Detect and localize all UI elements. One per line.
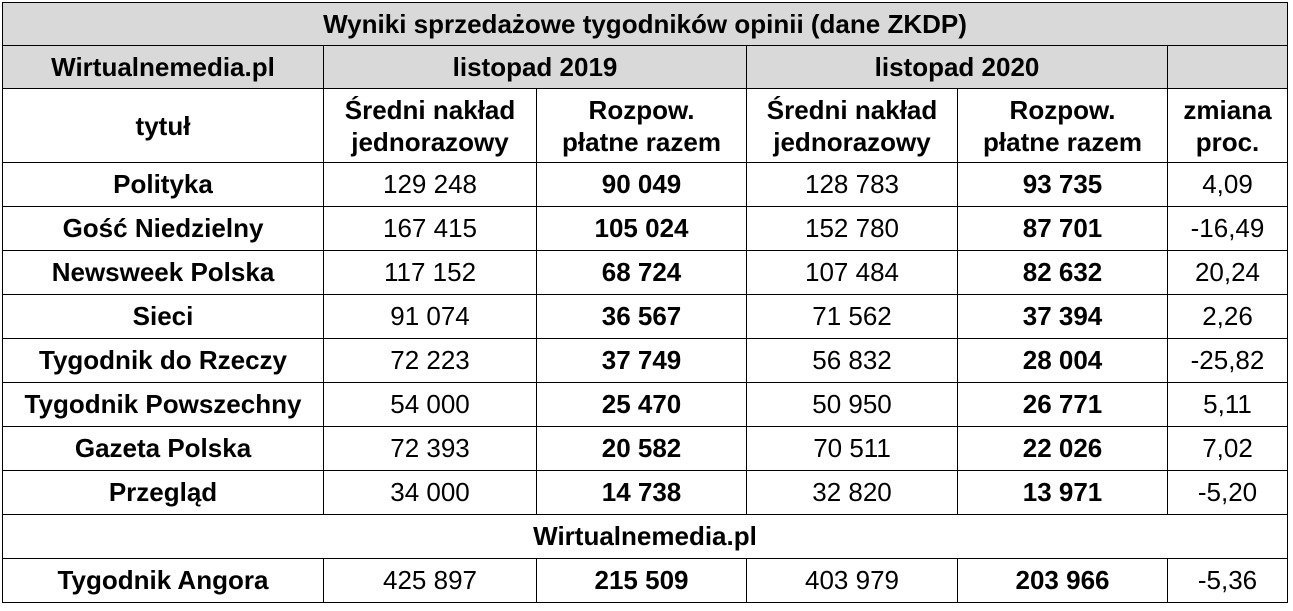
row-title: Gość Niedzielny: [2, 206, 324, 251]
change-cell: -5,20: [1167, 470, 1288, 515]
paid-2019-cell: 215 509: [536, 558, 747, 603]
change-cell: -25,82: [1167, 338, 1288, 383]
col-avg-line1: Średni nakład: [344, 94, 516, 125]
row-title: Newsweek Polska: [2, 250, 324, 295]
paid-2020-cell: 93 735: [957, 162, 1168, 207]
change-cell: 2,26: [1167, 294, 1288, 339]
table-row: Sieci 91 074 36 567 71 562 37 394 2,26: [2, 294, 1288, 339]
change-cell: 20,24: [1167, 250, 1288, 295]
table-row: Przegląd 34 000 14 738 32 820 13 971 -5,…: [2, 470, 1288, 515]
table-title: Wyniki sprzedażowe tygodników opinii (da…: [2, 2, 1288, 46]
col-change-line2: proc.: [1195, 126, 1260, 157]
paid-2019-cell: 68 724: [536, 250, 747, 295]
period-2019-header: listopad 2019: [323, 45, 747, 89]
col-avg-line1: Średni nakład: [766, 94, 938, 125]
paid-2020-cell: 82 632: [957, 250, 1168, 295]
paid-2019-cell: 36 567: [536, 294, 747, 339]
avg-2019-cell: 72 393: [323, 426, 537, 471]
avg-2019-cell: 167 415: [323, 206, 537, 251]
source-label: Wirtualnemedia.pl: [2, 45, 324, 89]
avg-2020-cell: 32 820: [746, 470, 958, 515]
table-row: Tygodnik do Rzeczy 72 223 37 749 56 832 …: [2, 338, 1288, 383]
sales-table: Wyniki sprzedażowe tygodników opinii (da…: [2, 2, 1288, 603]
col-avg-2019-header: Średni nakład jednorazowy: [323, 88, 537, 163]
avg-2019-cell: 34 000: [323, 470, 537, 515]
avg-2020-cell: 403 979: [746, 558, 958, 603]
col-change-header: zmiana proc.: [1167, 88, 1288, 163]
paid-2020-cell: 22 026: [957, 426, 1168, 471]
avg-2020-cell: 70 511: [746, 426, 958, 471]
paid-2019-cell: 90 049: [536, 162, 747, 207]
paid-2020-cell: 26 771: [957, 382, 1168, 427]
change-cell: -16,49: [1167, 206, 1288, 251]
col-avg-line2: jednorazowy: [773, 126, 931, 157]
row-title: Tygodnik do Rzeczy: [2, 338, 324, 383]
empty-header-cell: [1167, 45, 1288, 89]
avg-2019-cell: 91 074: [323, 294, 537, 339]
table-row: Polityka 129 248 90 049 128 783 93 735 4…: [2, 162, 1288, 207]
row-title: Gazeta Polska: [2, 426, 324, 471]
col-avg-line2: jednorazowy: [351, 126, 509, 157]
paid-2020-cell: 37 394: [957, 294, 1168, 339]
col-paid-2019-header: Rozpow. płatne razem: [536, 88, 747, 163]
row-title: Tygodnik Angora: [2, 558, 324, 603]
col-title-header: tytuł: [2, 88, 324, 163]
paid-2019-cell: 37 749: [536, 338, 747, 383]
avg-2020-cell: 128 783: [746, 162, 958, 207]
change-cell: -5,36: [1167, 558, 1288, 603]
avg-2019-cell: 425 897: [323, 558, 537, 603]
col-paid-2020-header: Rozpow. płatne razem: [957, 88, 1168, 163]
avg-2019-cell: 129 248: [323, 162, 537, 207]
table-row: Gazeta Polska 72 393 20 582 70 511 22 02…: [2, 426, 1288, 471]
table-row: Tygodnik Angora 425 897 215 509 403 979 …: [2, 558, 1288, 603]
avg-2019-cell: 54 000: [323, 382, 537, 427]
paid-2020-cell: 87 701: [957, 206, 1168, 251]
avg-2020-cell: 107 484: [746, 250, 958, 295]
paid-2019-cell: 14 738: [536, 470, 747, 515]
row-title: Sieci: [2, 294, 324, 339]
paid-2019-cell: 105 024: [536, 206, 747, 251]
avg-2020-cell: 56 832: [746, 338, 958, 383]
col-avg-2020-header: Średni nakład jednorazowy: [746, 88, 958, 163]
period-2020-header: listopad 2020: [746, 45, 1168, 89]
row-title: Tygodnik Powszechny: [2, 382, 324, 427]
subheader-source: Wirtualnemedia.pl: [2, 514, 1288, 559]
col-paid-line1: Rozpow.: [588, 94, 695, 125]
change-cell: 5,11: [1167, 382, 1288, 427]
col-change-line1: zmiana: [1183, 94, 1272, 125]
avg-2020-cell: 152 780: [746, 206, 958, 251]
avg-2019-cell: 117 152: [323, 250, 537, 295]
change-cell: 4,09: [1167, 162, 1288, 207]
avg-2020-cell: 71 562: [746, 294, 958, 339]
avg-2020-cell: 50 950: [746, 382, 958, 427]
change-cell: 7,02: [1167, 426, 1288, 471]
avg-2019-cell: 72 223: [323, 338, 537, 383]
paid-2020-cell: 28 004: [957, 338, 1168, 383]
col-paid-line1: Rozpow.: [1009, 94, 1116, 125]
paid-2019-cell: 25 470: [536, 382, 747, 427]
table-row: Newsweek Polska 117 152 68 724 107 484 8…: [2, 250, 1288, 295]
paid-2020-cell: 13 971: [957, 470, 1168, 515]
paid-2019-cell: 20 582: [536, 426, 747, 471]
paid-2020-cell: 203 966: [957, 558, 1168, 603]
col-paid-line2: płatne razem: [983, 126, 1142, 157]
col-paid-line2: płatne razem: [562, 126, 721, 157]
row-title: Polityka: [2, 162, 324, 207]
table-row: Gość Niedzielny 167 415 105 024 152 780 …: [2, 206, 1288, 251]
row-title: Przegląd: [2, 470, 324, 515]
table-row: Tygodnik Powszechny 54 000 25 470 50 950…: [2, 382, 1288, 427]
